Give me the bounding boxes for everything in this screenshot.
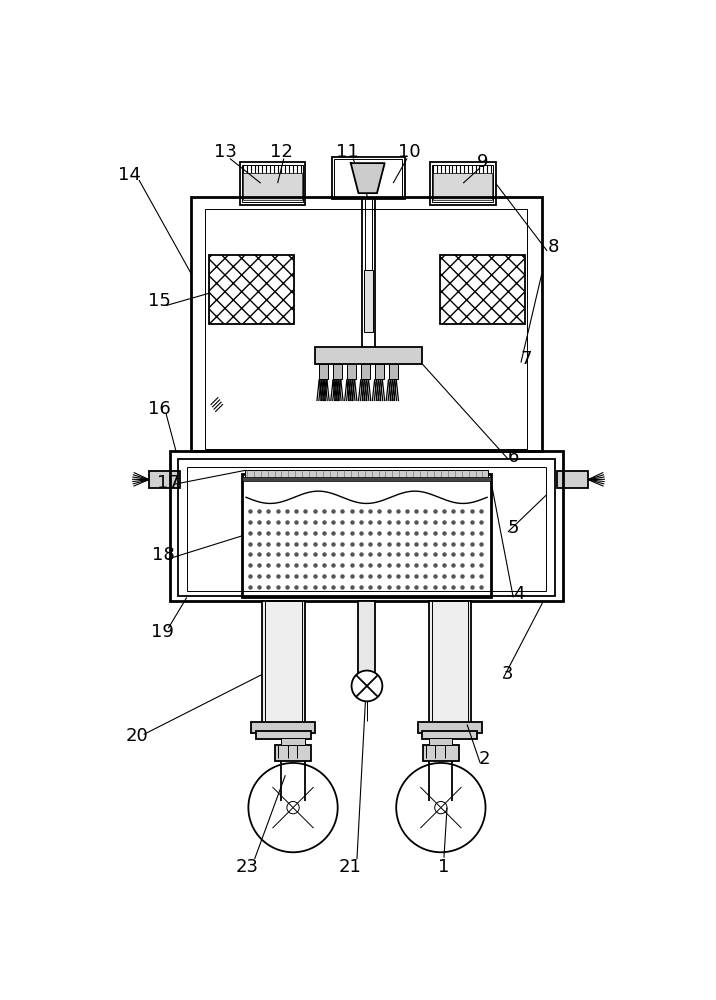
Bar: [423, 745, 458, 761]
Bar: [205, 209, 527, 449]
Text: 12: 12: [270, 143, 293, 161]
Bar: [243, 173, 302, 200]
Bar: [334, 159, 402, 197]
Circle shape: [396, 763, 485, 852]
Bar: [149, 471, 180, 488]
Bar: [433, 165, 493, 173]
Text: 2: 2: [478, 750, 490, 768]
Bar: [242, 477, 491, 481]
Text: 10: 10: [398, 143, 420, 161]
Bar: [242, 474, 491, 597]
Text: 5: 5: [508, 519, 519, 537]
Text: 17: 17: [157, 474, 180, 492]
Text: 15: 15: [147, 292, 170, 310]
Bar: [430, 738, 453, 745]
Bar: [433, 173, 493, 200]
Text: 7: 7: [521, 350, 532, 368]
Bar: [332, 157, 405, 199]
Text: 19: 19: [152, 623, 174, 641]
Bar: [417, 722, 482, 733]
Bar: [262, 601, 304, 724]
Text: 9: 9: [477, 153, 488, 171]
Bar: [364, 270, 373, 332]
Text: 16: 16: [147, 400, 170, 418]
Text: 8: 8: [548, 238, 559, 256]
Bar: [170, 451, 563, 601]
Bar: [242, 165, 303, 202]
Text: 11: 11: [337, 143, 359, 161]
Text: 18: 18: [152, 546, 174, 564]
Bar: [281, 738, 304, 745]
Text: 14: 14: [118, 166, 141, 184]
Bar: [209, 255, 294, 324]
Bar: [178, 459, 555, 596]
Bar: [347, 364, 356, 379]
Bar: [430, 162, 495, 205]
Text: 6: 6: [508, 448, 519, 466]
Bar: [276, 745, 311, 761]
Bar: [246, 470, 488, 478]
Bar: [251, 722, 315, 733]
Bar: [361, 364, 370, 379]
Bar: [359, 601, 375, 674]
Text: 23: 23: [236, 858, 258, 876]
Bar: [429, 601, 471, 724]
Text: 20: 20: [126, 727, 149, 745]
Bar: [314, 347, 422, 364]
Bar: [240, 162, 305, 205]
Text: 3: 3: [501, 665, 513, 683]
Bar: [422, 731, 477, 739]
Bar: [333, 364, 342, 379]
Bar: [243, 173, 302, 200]
Bar: [389, 364, 398, 379]
Bar: [374, 364, 384, 379]
Bar: [433, 173, 493, 200]
Circle shape: [248, 763, 338, 852]
Bar: [191, 197, 542, 451]
Bar: [432, 601, 468, 724]
Text: 21: 21: [339, 858, 362, 876]
Bar: [440, 255, 525, 324]
Text: 13: 13: [214, 143, 237, 161]
Polygon shape: [351, 163, 384, 193]
Bar: [266, 601, 301, 724]
Bar: [256, 731, 311, 739]
Bar: [187, 466, 546, 591]
Text: 4: 4: [513, 585, 524, 603]
Bar: [319, 364, 329, 379]
Bar: [243, 165, 302, 173]
Bar: [432, 165, 493, 202]
Text: 1: 1: [438, 858, 450, 876]
Bar: [557, 471, 588, 488]
Circle shape: [352, 671, 382, 701]
